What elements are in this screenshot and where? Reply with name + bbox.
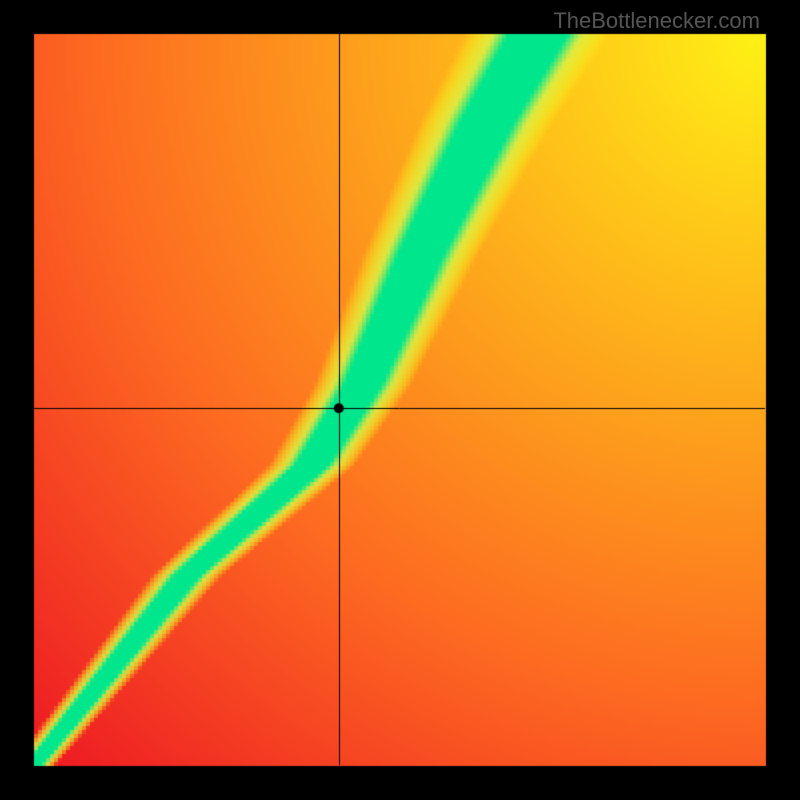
heatmap-canvas (0, 0, 800, 800)
watermark-text: TheBottlenecker.com (553, 8, 760, 34)
chart-stage: TheBottlenecker.com (0, 0, 800, 800)
